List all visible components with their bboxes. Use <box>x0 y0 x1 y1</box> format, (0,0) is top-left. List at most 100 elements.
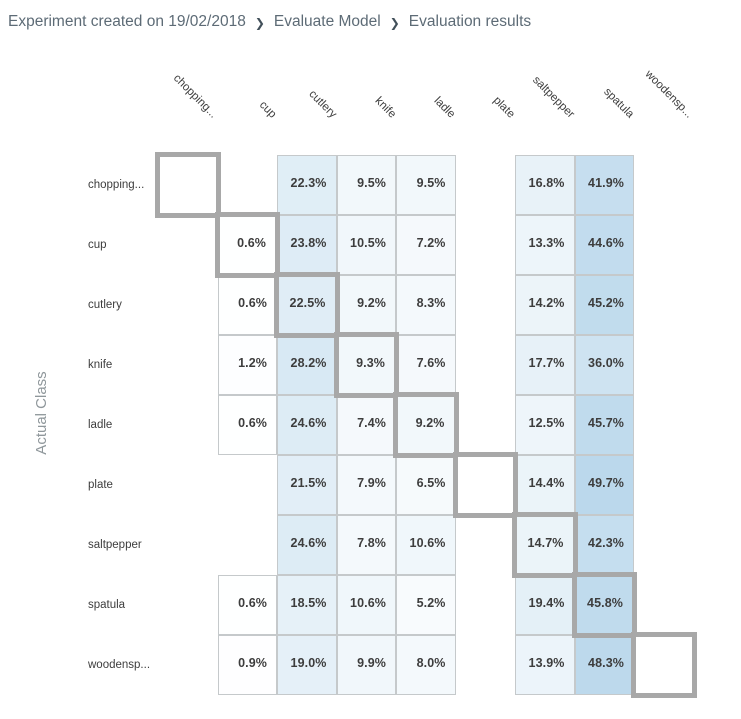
diagonal-cell: 45.8% <box>571 572 637 638</box>
cell-value: 19.0% <box>290 656 327 670</box>
cell-value: 7.2% <box>416 236 446 250</box>
diagonal-cell: 22.5% <box>274 272 340 338</box>
cell-value: 0.6% <box>238 296 267 310</box>
matrix-cell: 7.2% <box>396 215 456 275</box>
diagonal-cell <box>155 152 221 218</box>
cell-value: 17.7% <box>528 356 565 370</box>
cell-value: 45.7% <box>588 416 624 430</box>
matrix-cell: 6.5% <box>396 455 456 515</box>
column-header: spatula <box>601 85 636 121</box>
row-label: spatula <box>88 599 126 611</box>
matrix-cell: 9.5% <box>396 155 456 215</box>
matrix-cell: 44.6% <box>574 215 634 275</box>
diagonal-cell: 9.2% <box>393 392 459 458</box>
row-label: plate <box>88 479 113 491</box>
cell-value: 10.6% <box>409 536 446 550</box>
matrix-cell: 7.4% <box>336 395 396 455</box>
breadcrumb-separator-icon: ❯ <box>254 15 265 30</box>
matrix-cell: 19.0% <box>277 635 337 695</box>
column-header: chopping... <box>171 72 220 121</box>
breadcrumb-item: Evaluation results <box>408 13 532 30</box>
matrix-cell: 9.5% <box>336 155 396 215</box>
cell-value: 12.5% <box>528 416 565 430</box>
matrix-cell: 19.4% <box>515 575 575 635</box>
matrix-cell: 12.5% <box>515 395 575 455</box>
matrix-cell: 10.5% <box>336 215 396 275</box>
row-label: cutlery <box>88 299 122 311</box>
matrix-cell: 48.3% <box>574 635 634 695</box>
row-label: chopping... <box>88 179 145 191</box>
matrix-cell: 7.6% <box>396 335 456 395</box>
cell-value: 0.6% <box>238 416 267 430</box>
cell-value: 19.4% <box>528 596 565 610</box>
cell-value: 7.6% <box>416 356 446 370</box>
diagonal-cell <box>631 632 697 698</box>
column-header: cup <box>257 98 279 121</box>
matrix-cell: 7.8% <box>336 515 396 575</box>
cell-value: 0.6% <box>238 596 267 610</box>
matrix-cell: 14.2% <box>515 275 575 335</box>
matrix-cell: 10.6% <box>336 575 396 635</box>
cell-value: 49.7% <box>588 476 624 490</box>
matrix-cell: 36.0% <box>574 335 634 395</box>
matrix-cell: 0.6% <box>217 575 277 635</box>
cell-value: 9.9% <box>357 656 386 670</box>
column-header: woodensp... <box>643 68 696 121</box>
cell-value: 24.6% <box>290 536 327 550</box>
matrix-cell: 17.7% <box>515 335 575 395</box>
matrix-cell: 13.3% <box>515 215 575 275</box>
diagonal-cell <box>452 452 518 518</box>
matrix-cell: 9.2% <box>336 275 396 335</box>
breadcrumb-separator-icon: ❯ <box>389 15 400 30</box>
cell-value: 1.2% <box>238 356 267 370</box>
cell-value: 41.9% <box>588 176 624 190</box>
cell-value: 14.7% <box>527 536 564 550</box>
cell-value: 9.2% <box>357 296 386 310</box>
diagonal-cell: 9.3% <box>333 332 399 398</box>
matrix-cell: 10.6% <box>396 515 456 575</box>
cell-value: 22.5% <box>289 296 326 310</box>
matrix-cell: 45.7% <box>574 395 634 455</box>
matrix-cell: 0.6% <box>217 275 277 335</box>
cell-value: 9.5% <box>357 176 386 190</box>
matrix-cell: 24.6% <box>277 515 337 575</box>
column-header: saltpepper <box>529 74 577 121</box>
matrix-cell: 9.9% <box>336 635 396 695</box>
cell-value: 28.2% <box>290 356 327 370</box>
diagonal-cell: 0.6% <box>214 212 280 278</box>
cell-value: 10.6% <box>350 596 386 610</box>
row-label: knife <box>88 359 113 371</box>
cell-value: 14.4% <box>528 476 565 490</box>
breadcrumb: Experiment created on 19/02/2018 ❯ Evaluat… <box>8 13 531 31</box>
matrix-cell: 7.9% <box>336 455 396 515</box>
cell-value: 45.8% <box>587 596 623 610</box>
cell-value: 0.6% <box>237 236 266 250</box>
actual-class-axis-label: Actual Class <box>33 371 50 455</box>
cell-value: 0.9% <box>238 656 267 670</box>
cell-value: 9.5% <box>416 176 446 190</box>
matrix-cell: 13.9% <box>515 635 575 695</box>
column-header: plate <box>490 94 517 121</box>
cell-value: 9.2% <box>415 416 445 430</box>
breadcrumb-item[interactable]: Experiment created on 19/02/2018 <box>8 13 246 30</box>
matrix-cell: 8.0% <box>396 635 456 695</box>
cell-value: 36.0% <box>588 356 624 370</box>
cell-value: 44.6% <box>588 236 624 250</box>
matrix-cell: 14.4% <box>515 455 575 515</box>
matrix-cell: 42.3% <box>574 515 634 575</box>
matrix-cell: 22.3% <box>277 155 337 215</box>
cell-value: 8.0% <box>416 656 446 670</box>
row-label: ladle <box>88 419 113 431</box>
cell-value: 22.3% <box>290 176 327 190</box>
matrix-cell: 41.9% <box>574 155 634 215</box>
cell-value: 48.3% <box>588 656 624 670</box>
cell-value: 16.8% <box>528 176 565 190</box>
cell-value: 9.3% <box>356 356 385 370</box>
row-label: cup <box>88 239 107 251</box>
matrix-cell: 24.6% <box>277 395 337 455</box>
matrix-cell: 21.5% <box>277 455 337 515</box>
cell-value: 18.5% <box>290 596 327 610</box>
cell-value: 10.5% <box>350 236 386 250</box>
breadcrumb-item[interactable]: Evaluate Model <box>273 13 381 30</box>
